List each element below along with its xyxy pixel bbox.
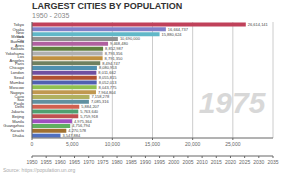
svg-text:2020: 2020 <box>225 159 236 165</box>
svg-text:1980: 1980 <box>111 159 122 165</box>
svg-text:2005: 2005 <box>182 159 193 165</box>
svg-text:0: 0 <box>31 141 34 147</box>
svg-text:3,547,884: 3,547,884 <box>63 133 82 138</box>
svg-text:2030: 2030 <box>253 159 264 165</box>
svg-text:5,000: 5,000 <box>66 141 79 147</box>
svg-text:15,880,624: 15,880,624 <box>162 32 183 37</box>
svg-text:2015: 2015 <box>211 159 222 165</box>
svg-text:2025: 2025 <box>239 159 250 165</box>
svg-text:10,000: 10,000 <box>105 141 121 147</box>
svg-text:Dhaka: Dhaka <box>12 133 24 138</box>
svg-text:MexicoCity: MexicoCity <box>11 34 24 43</box>
svg-text:26,614,141: 26,614,141 <box>248 22 269 27</box>
svg-text:1985: 1985 <box>126 159 137 165</box>
svg-text:1965: 1965 <box>69 159 80 165</box>
svg-text:1990: 1990 <box>140 159 151 165</box>
svg-text:1955: 1955 <box>41 159 52 165</box>
svg-text:15,000: 15,000 <box>145 141 161 147</box>
svg-text:1960: 1960 <box>55 159 66 165</box>
svg-text:2035: 2035 <box>267 159 275 165</box>
svg-text:2010: 2010 <box>197 159 208 165</box>
svg-text:1995: 1995 <box>154 159 165 165</box>
svg-text:1950: 1950 <box>26 159 37 165</box>
svg-text:1970: 1970 <box>83 159 94 165</box>
svg-text:2000: 2000 <box>168 159 179 165</box>
svg-text:20,000: 20,000 <box>185 141 201 147</box>
svg-text:25,000: 25,000 <box>225 141 241 147</box>
svg-text:1975: 1975 <box>97 159 108 165</box>
